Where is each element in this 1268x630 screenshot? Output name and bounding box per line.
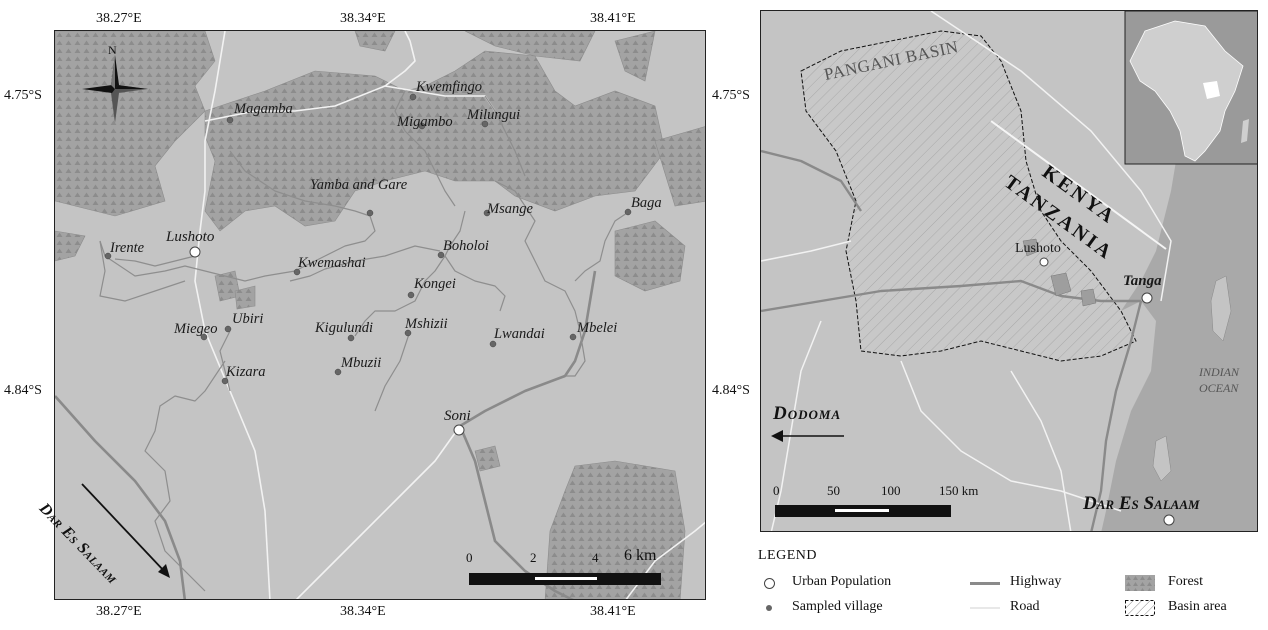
village-label: Lwandai	[494, 326, 545, 342]
right-side-tick-1: 4.75°S	[712, 88, 750, 103]
north-label: N	[108, 43, 117, 57]
right-scale-bar-segments	[775, 505, 951, 517]
tanga-town-marker	[1141, 292, 1153, 304]
dar-town-marker	[1163, 514, 1175, 526]
left-tick-1: 4.75°S	[4, 88, 42, 103]
right-scale-label-150: 150 km	[939, 483, 979, 498]
tanga-town-label: Tanga	[1123, 273, 1162, 289]
urban-label-soni: Soni	[444, 408, 471, 424]
kenya-tanzania-border	[990, 120, 1167, 250]
left-scale-label-0: 0	[466, 550, 473, 565]
legend-label-village: Sampled village	[792, 599, 883, 614]
legend-label-highway: Highway	[1010, 574, 1062, 589]
top-tick-2: 38.34°E	[340, 11, 386, 26]
village-label: Kigulundi	[315, 320, 374, 336]
village-label: Miegeo	[174, 321, 218, 337]
village-label: Irente	[110, 240, 145, 256]
village-label: Yamba and Gare	[310, 177, 408, 193]
bottom-tick-2: 38.34°E	[340, 604, 386, 619]
legend-title: LEGEND	[758, 548, 817, 563]
left-scale-label-2: 2	[530, 550, 537, 565]
lushoto-town-label: Lushoto	[1015, 241, 1061, 256]
right-scale-label-100: 100	[881, 483, 901, 498]
right-map-canvas	[761, 11, 1257, 531]
north-arrow-icon	[82, 55, 148, 123]
bottom-tick-1: 38.27°E	[96, 604, 142, 619]
right-scale-bar: 0 50 100 150 km	[773, 483, 978, 523]
left-scale-label-end: 6 km	[624, 547, 657, 564]
village-label: Ubiri	[232, 311, 264, 327]
left-map-panel: 38.27°E 38.34°E 38.41°E 38.27°E 38.34°E …	[4, 11, 750, 619]
sampled-village-symbol	[766, 605, 772, 611]
village-label: Milungui	[467, 107, 521, 123]
left-scale-bar-segments	[469, 573, 661, 585]
top-tick-3: 38.41°E	[590, 11, 636, 26]
village-label: Kongei	[414, 276, 456, 292]
africa-inset	[1124, 11, 1257, 165]
urban-label-lushoto: Lushoto	[166, 229, 215, 245]
legend-label-forest: Forest	[1168, 574, 1203, 589]
left-map-frame: N	[54, 30, 706, 600]
village-label: Magamba	[234, 101, 293, 117]
village-label: Boholoi	[443, 238, 489, 254]
minor-road-lines	[99, 90, 631, 592]
urban-population-symbol	[764, 578, 775, 589]
village-label: Msange	[487, 201, 533, 217]
legend-label-basin: Basin area	[1168, 599, 1227, 614]
road-line	[970, 607, 1000, 609]
bottom-tick-3: 38.41°E	[590, 604, 636, 619]
indian-ocean-label-2: OCEAN	[1199, 381, 1239, 395]
right-map-frame: PANGANI BASIN KENYA TANZANIA Lushoto Tan…	[760, 10, 1258, 532]
village-label: Mbuzii	[341, 355, 382, 371]
basin-area-pattern	[1125, 600, 1155, 616]
village-label: Migambo	[397, 114, 453, 130]
forest-areas	[55, 31, 705, 599]
indian-ocean-label-1: INDIAN	[1199, 365, 1239, 379]
village-label: Kwemfingo	[416, 79, 483, 95]
right-scale-label-0: 0	[773, 483, 780, 498]
village-label: Kwemashai	[298, 255, 366, 271]
forest-pattern	[1125, 575, 1155, 591]
dar-es-salaam-label: Dar Es Salaam	[1083, 493, 1200, 514]
top-tick-1: 38.27°E	[96, 11, 142, 26]
right-side-tick-2: 4.84°S	[712, 383, 750, 398]
village-label: Baga	[631, 195, 662, 211]
village-label: Kizara	[226, 364, 266, 380]
left-map-canvas	[55, 31, 705, 599]
highway-line	[970, 582, 1000, 585]
legend: LEGEND Urban Population Sampled village …	[758, 548, 1258, 628]
village-label: Mbelei	[577, 320, 618, 336]
legend-label-road: Road	[1010, 599, 1040, 614]
lushoto-town-marker	[1039, 257, 1049, 267]
right-scale-label-50: 50	[827, 483, 840, 498]
left-tick-2: 4.84°S	[4, 383, 42, 398]
left-scale-label-4: 4	[592, 550, 599, 565]
village-label: Mshizii	[405, 316, 448, 332]
legend-label-urban: Urban Population	[792, 574, 892, 589]
dodoma-label: Dodoma	[773, 403, 842, 424]
left-scale-bar: 0 2 4 6 km	[466, 547, 668, 589]
